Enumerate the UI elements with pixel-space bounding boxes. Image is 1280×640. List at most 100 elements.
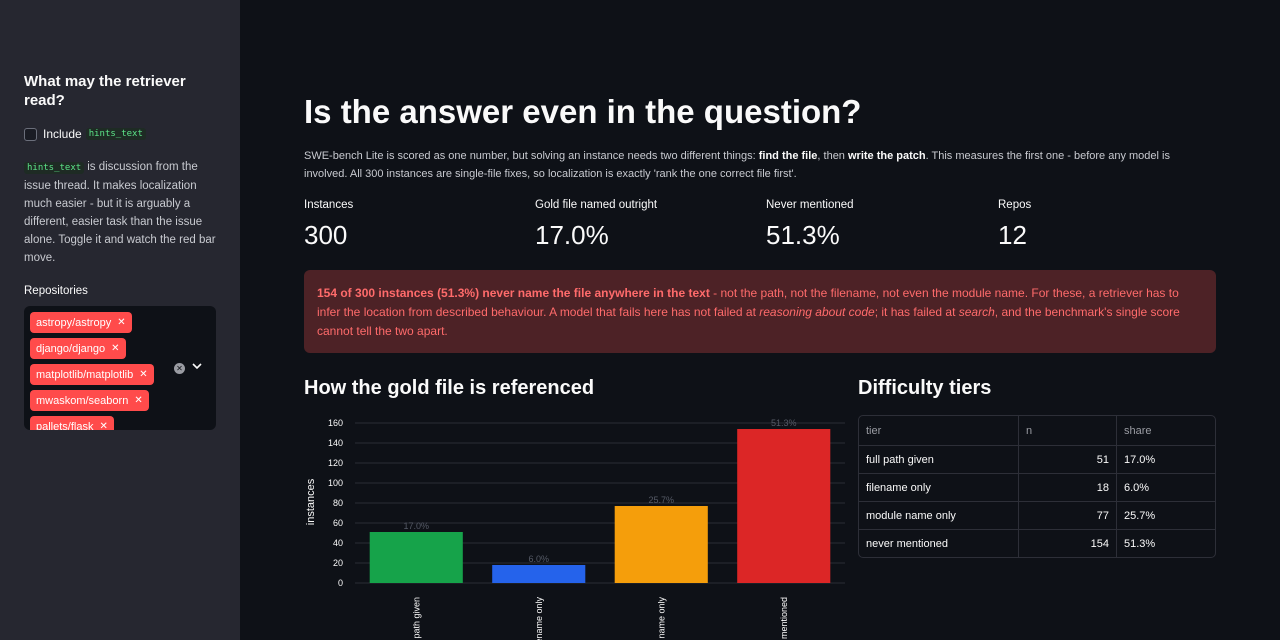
repo-tag-label: matplotlib/matplotlib	[36, 368, 134, 381]
repo-tag-label: django/django	[36, 342, 106, 355]
header-tier[interactable]: tier	[859, 416, 1019, 445]
metric-label: Never mentioned	[766, 199, 854, 211]
cell-n: 51	[1019, 446, 1117, 473]
repos-multiselect[interactable]: astropy/astropy ✕ django/django ✕ matplotlib…	[24, 306, 216, 430]
repos-label: Repositories	[24, 285, 88, 297]
remove-tag-icon[interactable]: ✕	[117, 317, 126, 328]
intro-part: , then	[817, 150, 848, 162]
bar-data-label: 17.0%	[403, 521, 429, 531]
y-tick-label: 120	[328, 458, 343, 468]
cell-n: 154	[1019, 530, 1117, 557]
intro-bold: write the patch	[847, 150, 926, 162]
bar-chart[interactable]: 0 20 40 60 80 100 120 140 160 instances 17.0% full …	[300, 408, 860, 640]
bar[interactable]	[614, 506, 708, 583]
remove-tag-icon[interactable]: ✕	[111, 343, 120, 354]
desc-text: is discussion from the issue thread. It …	[24, 161, 216, 264]
clear-icon[interactable]: ✕	[174, 363, 185, 374]
metric-label: Repos	[998, 199, 1032, 211]
checkbox-code: hints_text	[85, 128, 146, 140]
desc-code: hints_text	[24, 162, 85, 174]
metric-instances: Instances 300	[304, 199, 353, 251]
sidebar-title: What may the retriever read?	[24, 73, 186, 109]
y-tick-label: 100	[328, 478, 343, 488]
intro-text: SWE-bench Lite is scored as one number, …	[304, 148, 1216, 183]
alert-part: ; it has failed at	[874, 305, 959, 319]
y-tick-label: 140	[328, 438, 343, 448]
header-share[interactable]: share	[1124, 424, 1152, 437]
bar[interactable]	[369, 532, 463, 583]
metric-value: 12	[998, 220, 1027, 250]
header-n[interactable]: n	[1019, 416, 1117, 445]
alert-part: - not the path, not the filename, not ev…	[317, 286, 1179, 319]
y-tick-label: 60	[333, 518, 343, 528]
bar-data-label: 51.3%	[771, 418, 797, 428]
cell-share: 25.7%	[1124, 509, 1156, 522]
cell-tier: filename only	[859, 474, 1019, 501]
intro-part: . This measures the first one - before a…	[304, 150, 1170, 180]
alert-italic: search	[958, 305, 995, 319]
cell-share: 6.0%	[1124, 481, 1150, 494]
repo-tag[interactable]: matplotlib/matplotlib ✕	[30, 364, 154, 385]
hints-checkbox[interactable]	[24, 127, 37, 141]
y-tick-label: 80	[333, 498, 343, 508]
y-tick-label: 40	[333, 538, 343, 548]
chart-heading: How the gold file is referenced	[304, 377, 595, 399]
repo-tag[interactable]: django/django ✕	[30, 338, 126, 359]
repo-tag-label: mwaskom/seaborn	[36, 394, 129, 407]
repo-tag[interactable]: mwaskom/seaborn ✕	[30, 390, 149, 411]
difficulty-table[interactable]: tier n share full path given 51 17.0% fi…	[858, 415, 1216, 558]
alert-bold: 154 of 300 instances (51.3%) never name …	[317, 286, 710, 300]
metric-value: 17.0%	[535, 220, 609, 250]
table-heading: Difficulty tiers	[858, 377, 992, 399]
table-row: module name only 77 25.7%	[859, 501, 1215, 529]
x-tick-label: filename only	[534, 597, 544, 640]
y-tick-label: 20	[333, 558, 343, 568]
bar[interactable]	[492, 565, 586, 583]
x-tick-label: never mentioned	[779, 597, 789, 640]
y-tick-label: 160	[328, 418, 343, 428]
cell-share: 51.3%	[1124, 537, 1156, 550]
bar-data-label: 25.7%	[648, 495, 674, 505]
x-tick-label: module name only	[656, 597, 666, 640]
repo-tag-label: pallets/flask	[36, 420, 94, 431]
table-header-row: tier n share	[859, 416, 1215, 445]
bar-data-label: 6.0%	[528, 554, 549, 564]
metric-never-mentioned: Never mentioned 51.3%	[766, 199, 854, 251]
table-row: filename only 18 6.0%	[859, 473, 1215, 501]
alert-part: , and the benchmark's single score canno…	[317, 305, 1180, 338]
metric-gold-named: Gold file named outright 17.0%	[535, 199, 657, 251]
table-row: full path given 51 17.0%	[859, 445, 1215, 473]
cell-n: 18	[1019, 474, 1117, 501]
hints-checkbox-row[interactable]: Include hints_text	[24, 127, 216, 141]
sidebar-description: hints_text is discussion from the issue t…	[24, 158, 216, 267]
remove-tag-icon[interactable]: ✕	[139, 369, 148, 380]
sidebar: What may the retriever read? Include hin…	[0, 0, 240, 640]
intro-bold: find the file	[758, 150, 818, 162]
cell-tier: module name only	[859, 502, 1019, 529]
y-tick-label: 0	[338, 578, 343, 588]
remove-tag-icon[interactable]: ✕	[134, 395, 143, 406]
alert-italic: reasoning about code	[759, 305, 875, 319]
cell-tier: full path given	[859, 446, 1019, 473]
error-alert: 154 of 300 instances (51.3%) never name …	[304, 270, 1216, 353]
metric-label: Gold file named outright	[535, 199, 658, 211]
y-axis-label: instances	[305, 478, 317, 525]
bar[interactable]	[737, 429, 831, 583]
metric-repos: Repos 12	[998, 199, 1031, 251]
remove-tag-icon[interactable]: ✕	[99, 421, 108, 430]
repo-tag[interactable]: pallets/flask ✕	[30, 416, 114, 430]
page-title: Is the answer even in the question?	[304, 93, 862, 130]
main-content: Is the answer even in the question? SWE-…	[240, 0, 1280, 640]
metric-value: 300	[304, 220, 348, 250]
repo-tag[interactable]: astropy/astropy ✕	[30, 312, 132, 333]
cell-share: 17.0%	[1124, 453, 1156, 466]
x-tick-label: full path given	[411, 597, 421, 640]
checkbox-label: Include	[43, 127, 82, 141]
repo-tag-label: astropy/astropy	[36, 316, 112, 329]
table-row: never mentioned 154 51.3%	[859, 529, 1215, 557]
repo-tags: astropy/astropy ✕ django/django ✕ matplotlib…	[30, 312, 170, 430]
chevron-down-icon[interactable]	[192, 360, 202, 374]
intro-part: SWE-bench Lite is scored as one number, …	[304, 150, 759, 162]
metric-label: Instances	[304, 199, 354, 211]
metric-value: 51.3%	[766, 220, 840, 250]
